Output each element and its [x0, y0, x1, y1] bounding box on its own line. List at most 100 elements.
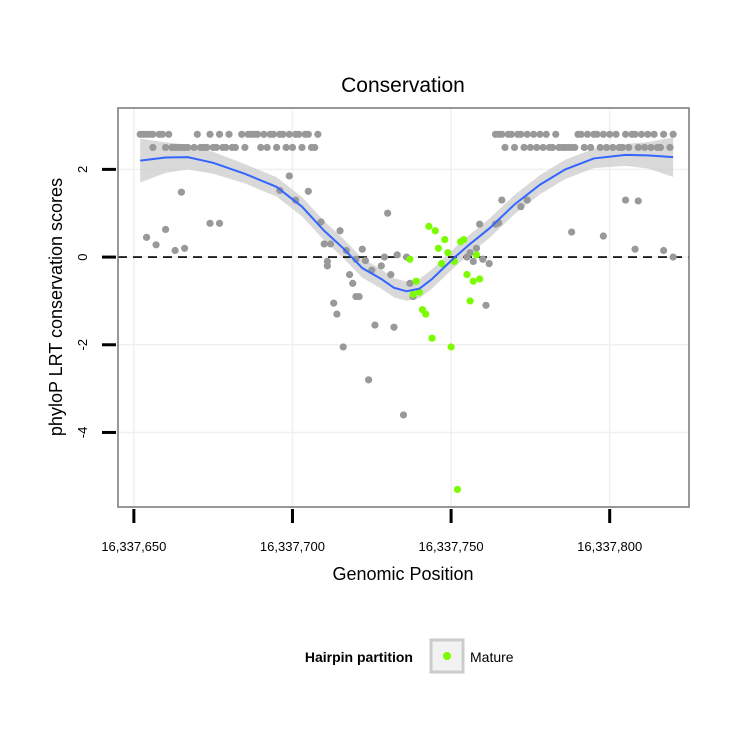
- point-other: [206, 130, 214, 138]
- point-other: [644, 130, 652, 138]
- point-other: [510, 143, 519, 152]
- point-other: [517, 203, 525, 211]
- point-other: [485, 260, 493, 268]
- x-tick-label: 16,337,700: [260, 539, 325, 554]
- point-mature: [431, 227, 439, 235]
- point-other: [298, 143, 306, 152]
- point-other: [193, 130, 201, 138]
- point-other: [304, 187, 312, 195]
- point-other: [295, 130, 303, 138]
- point-other: [517, 130, 525, 138]
- point-other: [330, 299, 338, 307]
- point-other: [231, 143, 239, 152]
- point-other: [279, 130, 287, 138]
- point-other: [520, 143, 528, 152]
- point-other: [380, 253, 389, 261]
- point-mature: [409, 290, 417, 298]
- legend-title: Hairpin partition: [305, 649, 413, 665]
- point-other: [323, 257, 331, 266]
- point-other: [660, 130, 668, 138]
- point-mature: [444, 249, 452, 257]
- x-axis-ticks: 16,337,650 16,337,700 16,337,750 16,337,800: [101, 509, 642, 554]
- point-other: [583, 130, 592, 138]
- point-mature: [463, 271, 471, 279]
- point-other: [612, 130, 620, 138]
- point-other: [349, 279, 357, 287]
- point-other: [523, 130, 531, 138]
- point-other: [317, 218, 325, 226]
- legend: Hairpin partition Mature: [305, 638, 514, 674]
- legend-label-mature: Mature: [470, 649, 514, 665]
- point-other: [621, 130, 630, 138]
- point-other: [596, 143, 604, 152]
- point-other: [552, 130, 560, 138]
- point-other: [206, 219, 214, 227]
- point-mature: [425, 222, 433, 230]
- point-other: [215, 219, 224, 227]
- x-tick-label: 16,337,750: [419, 539, 484, 554]
- point-other: [587, 143, 595, 152]
- point-other: [161, 225, 170, 234]
- point-other: [326, 240, 335, 248]
- point-other: [533, 143, 541, 152]
- point-other: [406, 279, 414, 287]
- point-other: [466, 249, 474, 257]
- point-mature: [466, 297, 474, 305]
- point-other: [355, 292, 363, 301]
- point-other: [656, 143, 665, 152]
- point-other: [476, 220, 484, 228]
- point-other: [333, 310, 341, 318]
- point-other: [498, 196, 506, 204]
- point-other: [507, 130, 515, 138]
- point-other: [171, 246, 179, 255]
- point-mature: [406, 255, 414, 263]
- point-other: [158, 130, 167, 138]
- point-other: [602, 143, 611, 152]
- point-other: [336, 227, 344, 235]
- point-other: [288, 143, 297, 152]
- point-mature: [453, 485, 462, 494]
- point-other: [593, 130, 601, 138]
- points-layer: [136, 130, 677, 494]
- point-mature: [422, 310, 430, 318]
- point-other: [548, 143, 557, 152]
- point-other: [190, 143, 198, 152]
- point-other: [625, 143, 633, 152]
- point-other: [472, 244, 481, 252]
- point-other: [241, 143, 249, 152]
- point-other: [526, 143, 534, 152]
- point-other: [377, 262, 385, 270]
- point-other: [320, 240, 328, 248]
- point-other: [165, 130, 173, 138]
- x-tick-label: 16,337,800: [577, 539, 642, 554]
- point-other: [253, 130, 262, 138]
- point-other: [181, 244, 189, 252]
- point-mature: [415, 288, 423, 296]
- point-other: [184, 143, 192, 152]
- point-other: [660, 246, 668, 255]
- point-other: [371, 321, 379, 329]
- y-axis-ticks: 2 0 -2 -4: [75, 166, 116, 438]
- point-mature: [447, 343, 455, 351]
- point-other: [384, 209, 392, 217]
- point-other: [501, 143, 509, 152]
- point-other: [618, 143, 626, 152]
- point-other: [269, 130, 278, 138]
- point-other: [215, 130, 224, 138]
- point-other: [634, 197, 642, 205]
- point-other: [285, 172, 293, 180]
- point-other: [669, 130, 677, 138]
- point-other: [161, 143, 170, 152]
- point-other: [282, 143, 290, 152]
- point-other: [152, 241, 160, 249]
- point-other: [149, 143, 157, 152]
- point-other: [577, 130, 585, 138]
- point-other: [669, 253, 677, 261]
- point-other: [580, 143, 588, 152]
- point-other: [142, 233, 151, 241]
- point-other: [469, 257, 477, 266]
- legend-key-box: [429, 638, 465, 674]
- point-other: [387, 271, 395, 279]
- point-other: [304, 130, 312, 138]
- point-mature: [441, 235, 449, 244]
